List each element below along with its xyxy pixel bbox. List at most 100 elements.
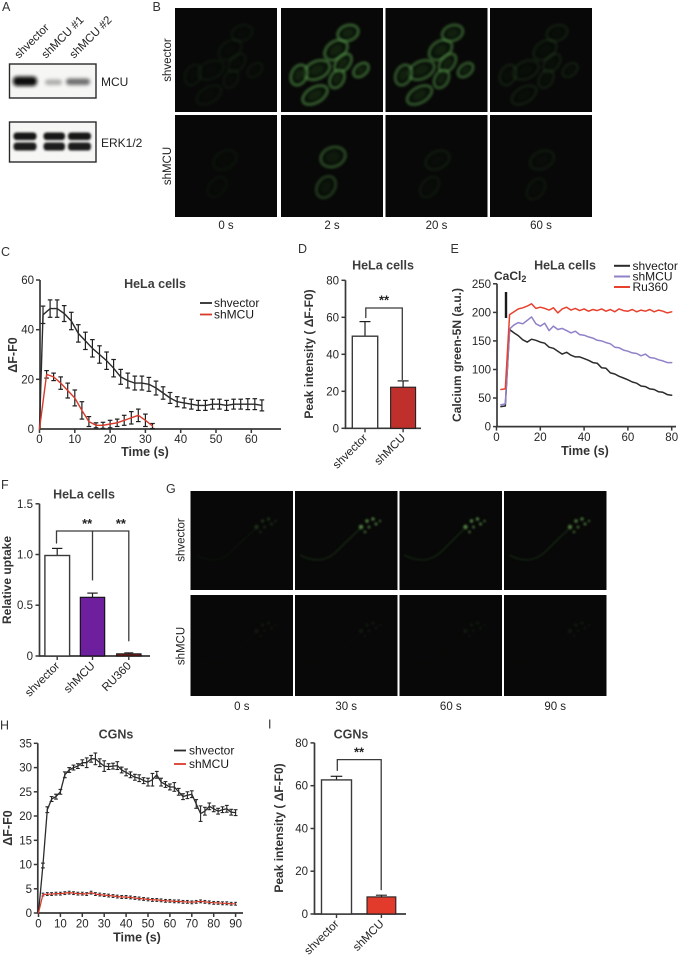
svg-text:CGNs: CGNs (99, 728, 134, 742)
svg-text:**: ** (379, 293, 390, 308)
svg-text:90 s: 90 s (544, 701, 566, 713)
svg-text:E: E (451, 242, 459, 256)
svg-text:shvector: shvector (331, 432, 370, 471)
svg-text:20 s: 20 s (426, 220, 448, 232)
svg-text:B: B (153, 0, 161, 14)
svg-text:0 s: 0 s (218, 220, 234, 232)
svg-text:shvector: shvector (302, 918, 341, 957)
svg-text:0: 0 (35, 919, 41, 931)
svg-text:F: F (1, 478, 9, 492)
svg-text:20: 20 (76, 919, 89, 931)
svg-text:shMCU: shMCU (162, 147, 174, 185)
svg-text:20: 20 (21, 374, 34, 386)
svg-text:200: 200 (472, 307, 491, 319)
svg-text:shvector: shvector (633, 259, 678, 273)
svg-text:60: 60 (622, 432, 635, 444)
svg-text:0: 0 (485, 422, 491, 434)
svg-text:shMCU: shMCU (176, 627, 188, 665)
svg-text:15: 15 (19, 835, 32, 847)
svg-text:HeLa cells: HeLa cells (352, 259, 414, 273)
svg-text:20: 20 (104, 434, 117, 446)
svg-text:shMCU: shMCU (214, 308, 254, 322)
svg-text:40: 40 (174, 434, 187, 446)
svg-text:shvector: shvector (189, 744, 234, 758)
svg-text:40: 40 (295, 824, 308, 836)
svg-text:20: 20 (295, 866, 308, 878)
svg-text:30: 30 (19, 763, 32, 775)
svg-text:0 s: 0 s (234, 701, 250, 713)
svg-text:Peak intensity ( ΔF-F0): Peak intensity ( ΔF-F0) (272, 763, 286, 892)
svg-text:shMCU: shMCU (373, 432, 409, 468)
svg-text:Time (s): Time (s) (561, 444, 609, 458)
svg-text:shvector: shvector (23, 660, 62, 699)
svg-text:2 s: 2 s (324, 220, 340, 232)
svg-text:30: 30 (98, 919, 111, 931)
svg-text:20: 20 (19, 811, 32, 823)
svg-text:ΔF-F0: ΔF-F0 (1, 810, 15, 845)
svg-text:A: A (2, 0, 11, 14)
svg-text:shMCU: shMCU (633, 270, 673, 284)
svg-text:35: 35 (19, 738, 32, 750)
svg-text:HeLa cells: HeLa cells (53, 488, 115, 502)
svg-text:40: 40 (326, 349, 339, 361)
svg-text:70: 70 (185, 919, 198, 931)
svg-text:Calcium green-5N (a.u.): Calcium green-5N (a.u.) (450, 288, 464, 422)
svg-text:80: 80 (326, 275, 339, 287)
svg-text:0.5: 0.5 (17, 600, 33, 612)
svg-text:30: 30 (139, 434, 152, 446)
svg-text:40: 40 (120, 919, 133, 931)
svg-text:CaCl2: CaCl2 (494, 269, 526, 284)
svg-text:I: I (268, 718, 271, 732)
svg-text:80: 80 (295, 738, 308, 750)
svg-text:ΔF-F0: ΔF-F0 (6, 337, 20, 372)
svg-text:0: 0 (493, 432, 499, 444)
svg-text:50: 50 (478, 393, 491, 405)
svg-text:90: 90 (229, 919, 242, 931)
svg-text:100: 100 (472, 365, 491, 377)
svg-text:0: 0 (36, 434, 42, 446)
svg-text:Time (s): Time (s) (121, 445, 169, 459)
svg-text:G: G (166, 482, 176, 496)
svg-text:Time (s): Time (s) (113, 931, 161, 945)
svg-text:1.5: 1.5 (17, 499, 33, 511)
svg-text:0: 0 (333, 423, 339, 435)
svg-text:80: 80 (207, 919, 220, 931)
svg-text:40: 40 (578, 432, 591, 444)
svg-text:Relative uptake: Relative uptake (0, 536, 14, 624)
svg-text:250: 250 (472, 279, 491, 291)
svg-text:50: 50 (210, 434, 223, 446)
svg-text:CGNs: CGNs (334, 728, 369, 742)
svg-text:60 s: 60 s (440, 701, 462, 713)
svg-text:20: 20 (326, 386, 339, 398)
svg-text:shMCU: shMCU (62, 660, 98, 696)
svg-text:60: 60 (21, 275, 34, 287)
svg-text:10: 10 (54, 919, 67, 931)
svg-text:20: 20 (534, 432, 547, 444)
svg-text:ERK1/2: ERK1/2 (101, 136, 143, 150)
svg-text:H: H (0, 719, 9, 733)
svg-text:**: ** (354, 745, 365, 760)
svg-text:Peak intensity ( ΔF-F0): Peak intensity ( ΔF-F0) (302, 289, 316, 418)
svg-text:D: D (298, 242, 307, 256)
svg-text:0: 0 (28, 424, 34, 436)
svg-text:HeLa cells: HeLa cells (534, 259, 596, 273)
svg-text:50: 50 (142, 919, 155, 931)
svg-text:shvector: shvector (214, 296, 259, 310)
svg-text:shMCU: shMCU (189, 757, 229, 771)
svg-text:80: 80 (665, 432, 678, 444)
svg-text:60: 60 (295, 781, 308, 793)
svg-text:1.0: 1.0 (17, 550, 33, 562)
svg-text:**: ** (82, 516, 93, 531)
svg-text:25: 25 (19, 787, 32, 799)
svg-text:HeLa cells: HeLa cells (124, 277, 186, 291)
svg-text:60: 60 (245, 434, 258, 446)
svg-text:0: 0 (26, 908, 32, 920)
svg-text:0: 0 (302, 909, 308, 921)
svg-text:MCU: MCU (101, 75, 128, 89)
svg-text:30 s: 30 s (335, 701, 357, 713)
svg-text:40: 40 (21, 325, 34, 337)
svg-text:RU360: RU360 (100, 660, 134, 694)
svg-text:shMCU: shMCU (351, 918, 387, 954)
svg-text:Ru360: Ru360 (633, 280, 669, 294)
svg-text:10: 10 (68, 434, 81, 446)
